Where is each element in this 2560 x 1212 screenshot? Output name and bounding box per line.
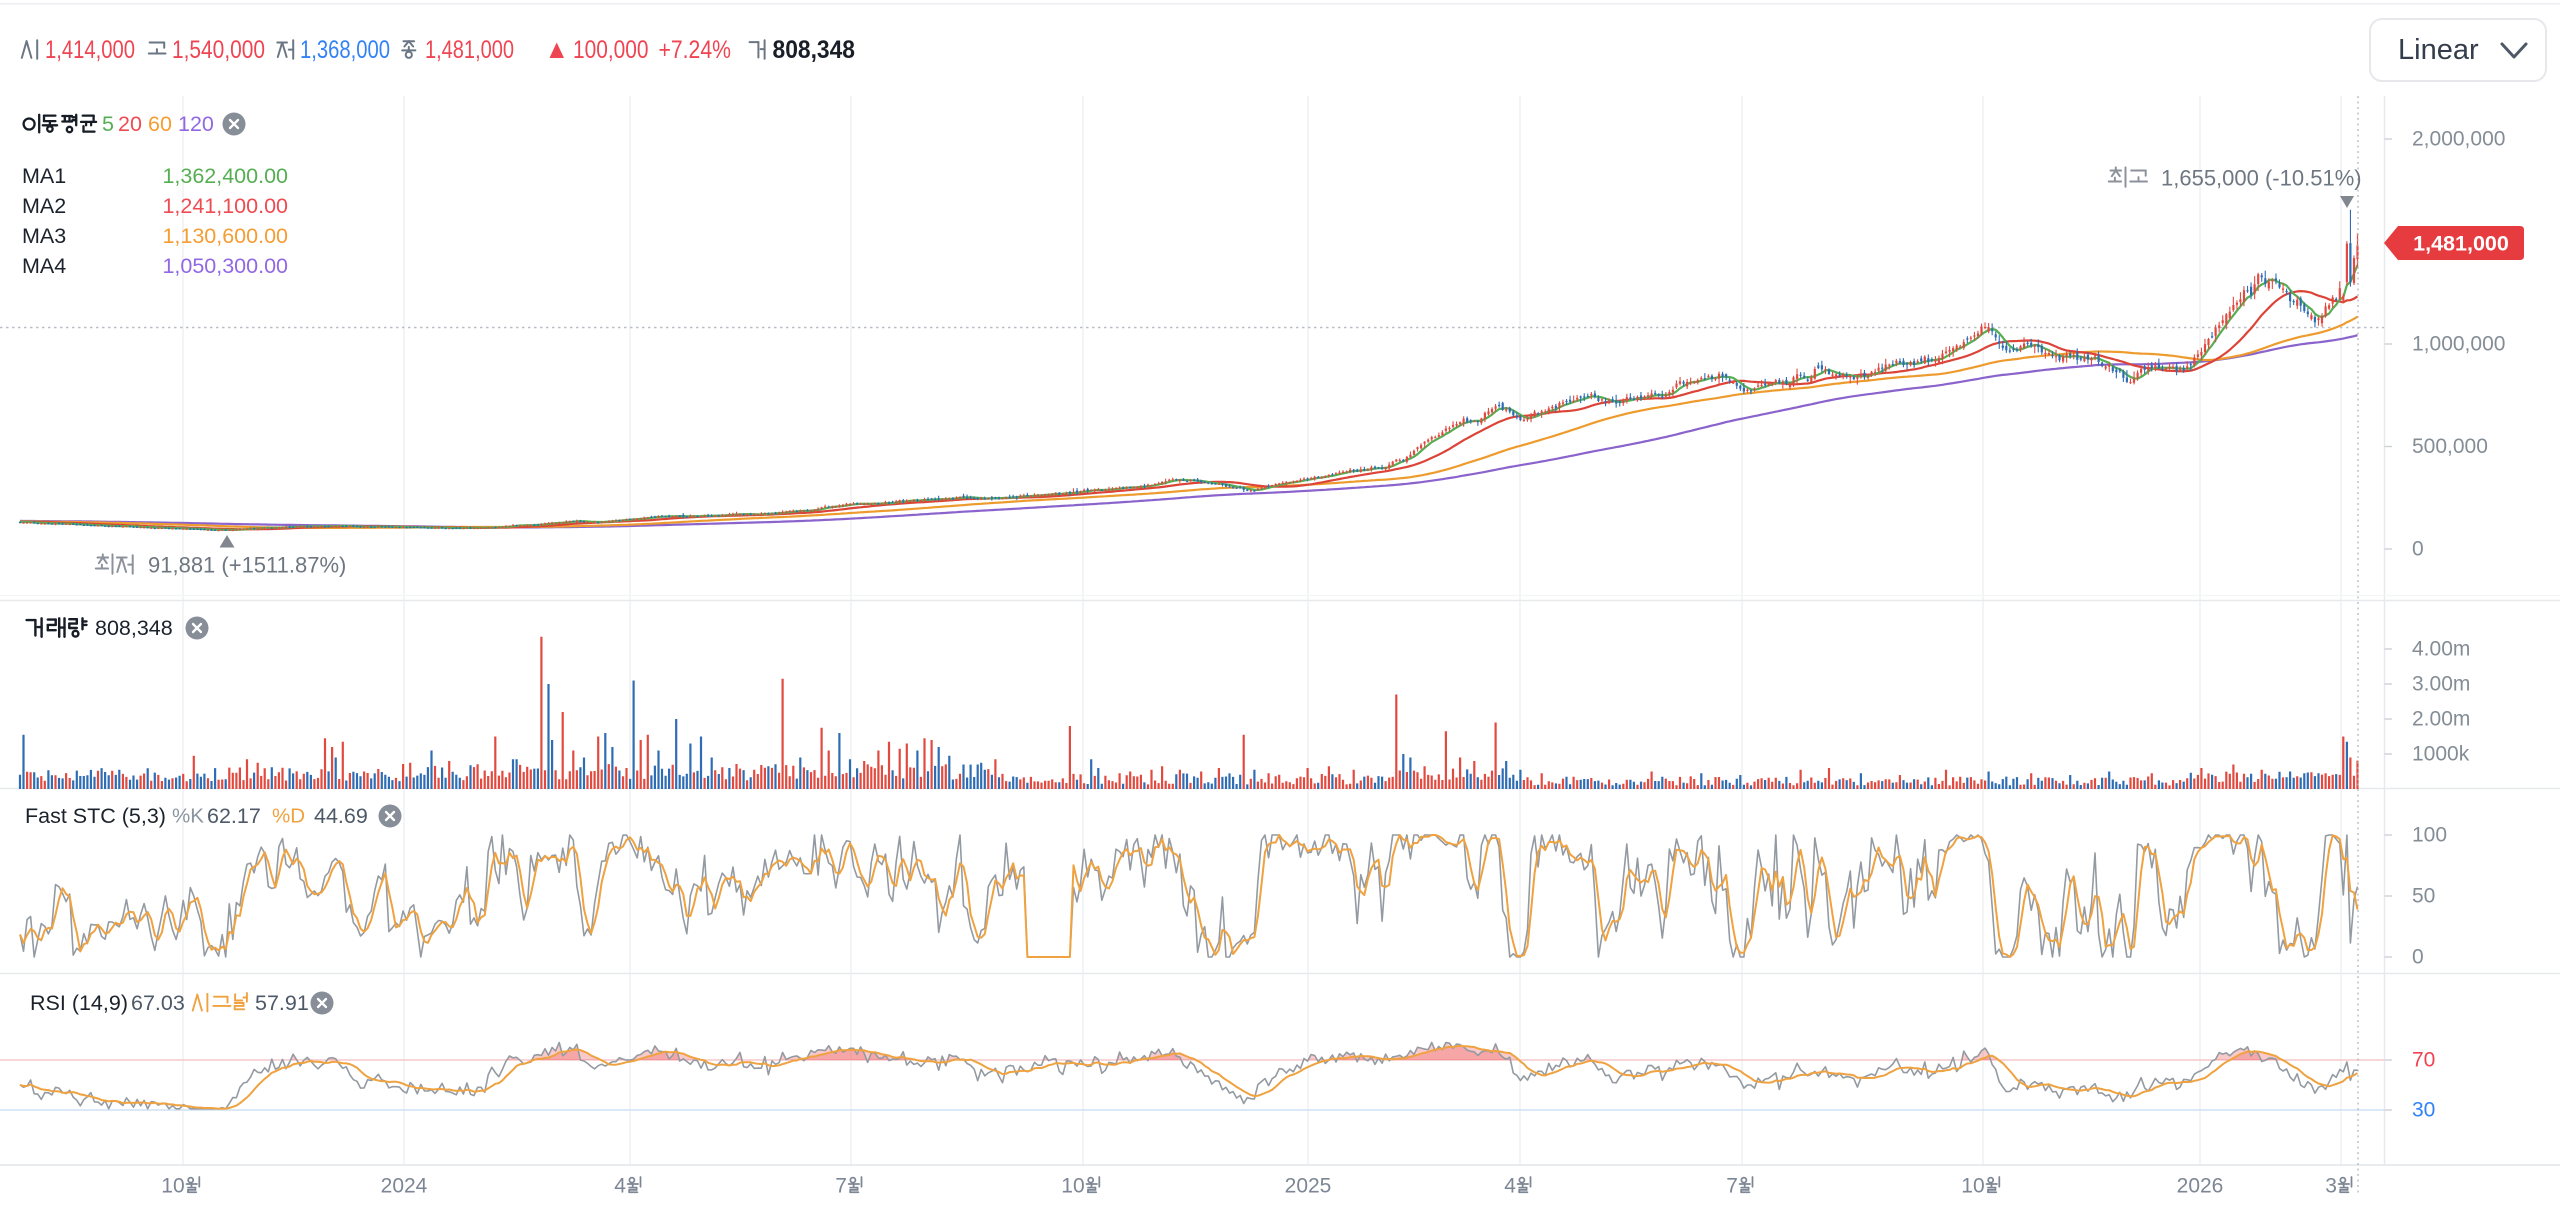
svg-text:100,000: 100,000	[573, 36, 649, 64]
svg-text:1,655,000 (-10.51%): 1,655,000 (-10.51%)	[2161, 166, 2362, 191]
svg-text:4: 4	[1504, 1175, 1516, 1198]
svg-text:1,130,600.00: 1,130,600.00	[162, 224, 288, 248]
svg-text:5: 5	[102, 112, 114, 136]
svg-text:70: 70	[2412, 1049, 2435, 1072]
svg-text:50: 50	[2412, 885, 2435, 908]
svg-text:57.91: 57.91	[255, 991, 309, 1015]
svg-text:2.00m: 2.00m	[2412, 708, 2470, 731]
svg-text:30: 30	[2412, 1099, 2435, 1122]
svg-text:60: 60	[148, 112, 172, 136]
svg-text:2025: 2025	[1285, 1175, 1332, 1198]
svg-text:808,348: 808,348	[773, 36, 856, 64]
svg-text:100: 100	[2412, 824, 2447, 847]
svg-text:10: 10	[1961, 1175, 1984, 1198]
svg-text:+7.24%: +7.24%	[659, 36, 732, 64]
svg-text:120: 120	[178, 112, 214, 136]
svg-text:1,241,100.00: 1,241,100.00	[162, 194, 288, 218]
svg-text:10: 10	[1061, 1175, 1084, 1198]
svg-text:1,481,000: 1,481,000	[2413, 232, 2509, 256]
svg-text:808,348: 808,348	[95, 616, 173, 640]
svg-text:67.03: 67.03	[131, 991, 185, 1015]
svg-text:10: 10	[161, 1175, 184, 1198]
svg-text:1,540,000: 1,540,000	[172, 36, 265, 64]
svg-text:2026: 2026	[2177, 1175, 2224, 1198]
svg-text:62.17: 62.17	[207, 804, 261, 828]
svg-text:2024: 2024	[381, 1175, 428, 1198]
svg-text:%D: %D	[272, 805, 305, 828]
svg-text:1,481,000: 1,481,000	[425, 36, 514, 64]
svg-text:500,000: 500,000	[2412, 435, 2488, 458]
svg-text:1,368,000: 1,368,000	[300, 36, 390, 64]
svg-text:7: 7	[835, 1175, 847, 1198]
svg-text:4.00m: 4.00m	[2412, 638, 2470, 661]
svg-text:2,000,000: 2,000,000	[2412, 128, 2505, 151]
svg-text:1,000,000: 1,000,000	[2412, 333, 2505, 356]
svg-text:1,050,300.00: 1,050,300.00	[162, 254, 288, 278]
svg-text:0: 0	[2412, 538, 2424, 561]
svg-text:RSI (14,9): RSI (14,9)	[30, 991, 128, 1015]
svg-text:MA4: MA4	[22, 254, 66, 278]
svg-text:44.69: 44.69	[314, 804, 368, 828]
svg-text:%K: %K	[172, 805, 204, 828]
svg-text:4: 4	[614, 1175, 626, 1198]
svg-text:MA2: MA2	[22, 194, 66, 218]
svg-text:7: 7	[1726, 1175, 1738, 1198]
svg-text:1,362,400.00: 1,362,400.00	[162, 164, 288, 188]
svg-text:1,414,000: 1,414,000	[45, 36, 135, 64]
svg-text:91,881 (+1511.87%): 91,881 (+1511.87%)	[148, 553, 346, 578]
svg-text:3.00m: 3.00m	[2412, 673, 2470, 696]
svg-text:MA3: MA3	[22, 224, 66, 248]
svg-text:Fast STC (5,3): Fast STC (5,3)	[25, 804, 166, 828]
svg-text:MA1: MA1	[22, 164, 66, 188]
svg-text:0: 0	[2412, 946, 2424, 969]
svg-text:3: 3	[2325, 1175, 2337, 1198]
svg-text:20: 20	[118, 112, 142, 136]
svg-text:1000k: 1000k	[2412, 743, 2470, 766]
svg-text:Linear: Linear	[2398, 34, 2479, 66]
